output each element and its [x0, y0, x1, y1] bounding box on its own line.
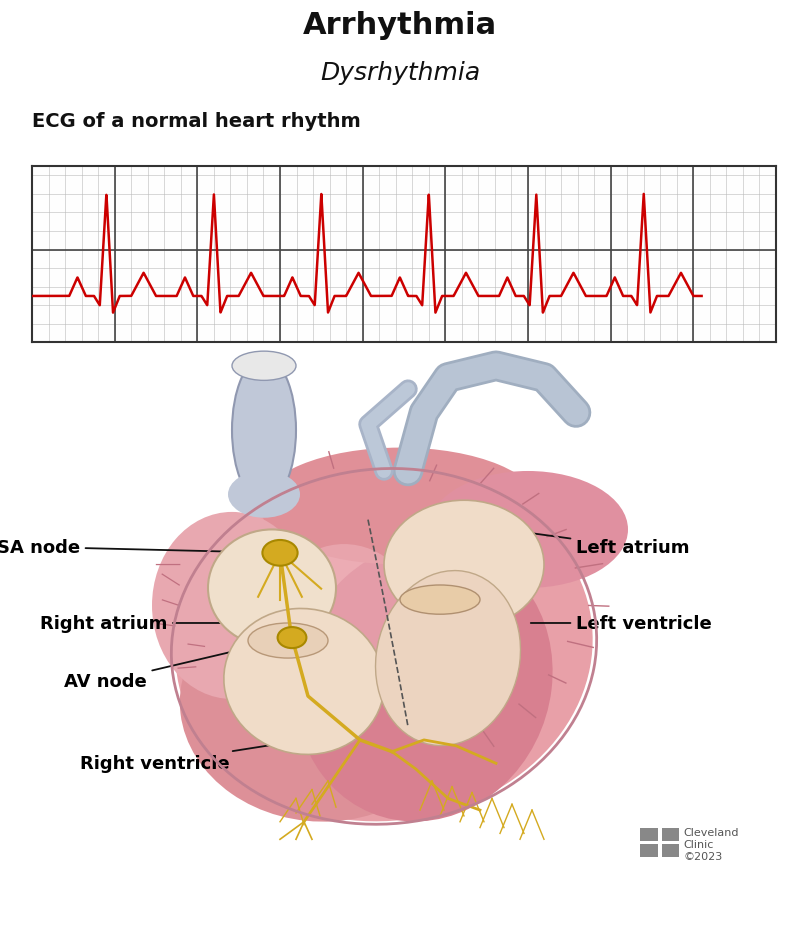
Text: AV node: AV node	[64, 639, 290, 691]
Ellipse shape	[260, 448, 540, 565]
Ellipse shape	[428, 472, 628, 589]
Ellipse shape	[152, 513, 312, 699]
Circle shape	[262, 540, 298, 566]
Text: SA node: SA node	[0, 539, 278, 556]
Circle shape	[278, 628, 306, 648]
Text: Dysrhythmia: Dysrhythmia	[320, 61, 480, 85]
Text: Left ventricle: Left ventricle	[530, 615, 712, 632]
Ellipse shape	[232, 358, 296, 503]
Ellipse shape	[248, 623, 328, 658]
Text: Right atrium: Right atrium	[40, 615, 262, 632]
Ellipse shape	[180, 589, 460, 821]
Bar	[662, 844, 679, 857]
Ellipse shape	[228, 472, 300, 518]
Ellipse shape	[224, 609, 384, 755]
Text: Arrhythmia: Arrhythmia	[303, 11, 497, 40]
Text: Cleveland
Clinic
©2023: Cleveland Clinic ©2023	[683, 828, 738, 860]
Ellipse shape	[384, 501, 544, 629]
Bar	[662, 829, 679, 841]
Text: ECG of a normal heart rhythm: ECG of a normal heart rhythm	[32, 112, 361, 131]
Bar	[640, 829, 658, 841]
Ellipse shape	[208, 530, 336, 647]
Ellipse shape	[295, 542, 553, 821]
Bar	[640, 844, 658, 857]
Text: Left atrium: Left atrium	[506, 530, 690, 556]
Ellipse shape	[400, 585, 480, 615]
Ellipse shape	[175, 472, 593, 821]
Ellipse shape	[375, 571, 521, 745]
Ellipse shape	[272, 544, 416, 691]
Text: Right ventricle: Right ventricle	[80, 741, 302, 772]
Ellipse shape	[232, 351, 296, 381]
